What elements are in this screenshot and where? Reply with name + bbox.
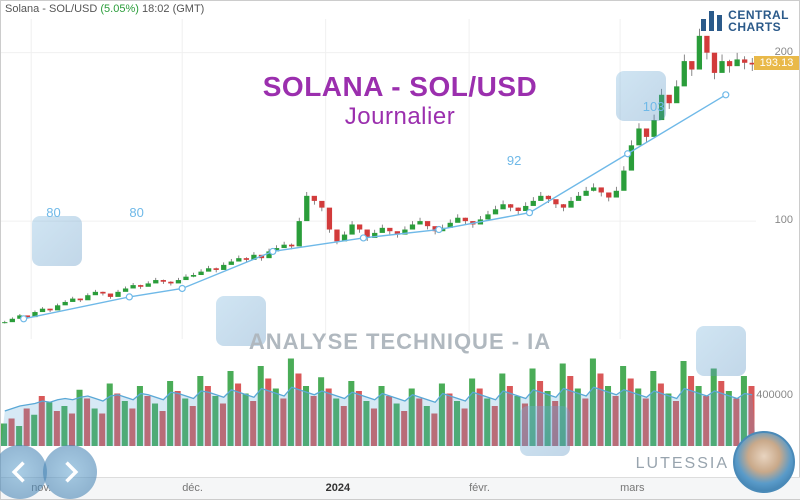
avatar-icon [733,431,795,493]
watermark-icon [520,406,570,456]
price-annotation: 80 [46,205,60,220]
title-line1: SOLANA - SOL/USD [263,71,538,103]
instrument-name: Solana - SOL/USD [5,3,97,15]
timestamp: 18:02 (GMT) [142,3,204,15]
x-label: déc. [182,482,203,494]
price-annotation: 103 [643,99,665,114]
y-axis-price: 100200193.13 [754,19,799,339]
pct-change: (5.05%) [100,3,139,15]
logo-text: CENTRALCHARTS [728,9,789,33]
price-chart [1,19,756,339]
watermark-icon [696,326,746,376]
overlay-label: ANALYSE TECHNIQUE - IA [249,329,551,355]
lutessia-brand: LUTESSIA [636,455,729,473]
title-line2: Journalier [263,103,538,131]
nav-next-button[interactable] [43,445,97,499]
watermark-icon [32,216,82,266]
chart-header: Solana - SOL/USD (5.05%) 18:02 (GMT) [5,3,204,15]
x-label: mars [620,482,644,494]
x-label: 2024 [326,482,350,494]
price-annotation: 80 [129,205,143,220]
x-label: févr. [469,482,490,494]
volume-chart [1,346,756,446]
logo-bars-icon [701,11,722,31]
x-axis: nov.déc.2024févr.mars [1,477,800,499]
chart-title: SOLANA - SOL/USD Journalier [263,71,538,131]
price-annotation: 92 [507,153,521,168]
centralcharts-logo: CENTRALCHARTS [701,9,789,33]
